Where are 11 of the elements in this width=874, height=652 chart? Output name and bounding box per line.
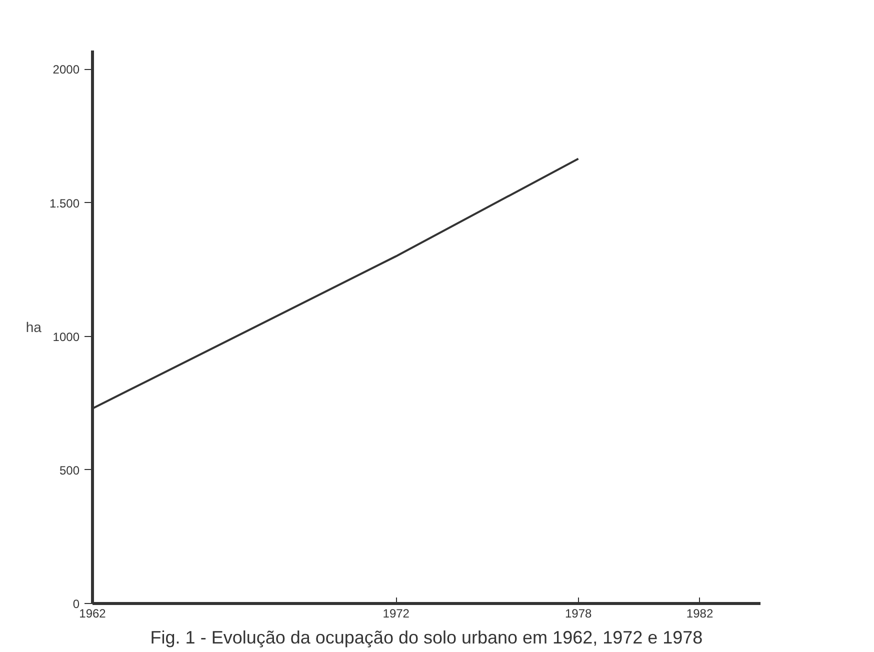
x-tick-label: 1962 — [79, 606, 106, 620]
x-tick-label: 1972 — [382, 606, 410, 620]
y-tick-label: 2000 — [52, 62, 80, 77]
y-tick-label: 0 — [72, 597, 80, 611]
y-tick-label: 500 — [59, 463, 80, 478]
x-tick-label: 1982 — [686, 606, 714, 620]
y-axis-title: ha — [26, 319, 42, 335]
y-tick-label: 1000 — [52, 330, 80, 344]
x-tick-label: 1978 — [564, 606, 592, 620]
y-tick-label: 1.500 — [49, 196, 80, 210]
text: Fig. 1 - Evolução da ocupação do solo urbano em 1962, 1972 e 1978 — [150, 628, 703, 648]
